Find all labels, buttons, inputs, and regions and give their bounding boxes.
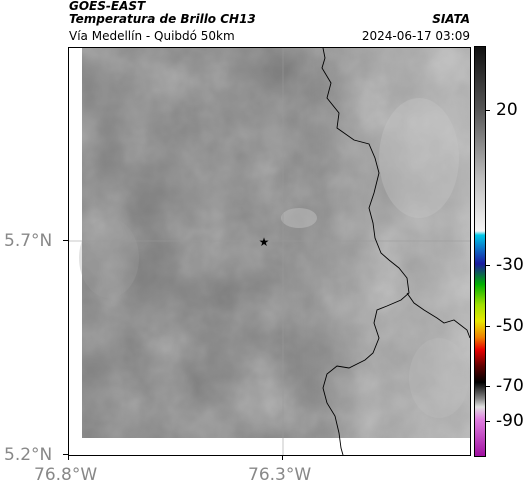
lat-tick-mark xyxy=(63,240,68,241)
colorbar-tick xyxy=(485,326,490,327)
colorbar-label: 20 xyxy=(496,100,518,120)
satellite-map[interactable]: ★ xyxy=(68,47,471,456)
lon-tick-mark xyxy=(68,455,69,460)
lat-label: 5.2°N xyxy=(4,445,53,465)
lon-label: 76.8°W xyxy=(34,465,98,485)
colorbar-label: -30 xyxy=(496,255,524,275)
colorbar-tick xyxy=(485,421,490,422)
product-title: Temperatura de Brillo CH13 xyxy=(69,12,256,26)
lat-tick-mark xyxy=(63,454,68,455)
star-icon: ★ xyxy=(259,235,270,249)
colorbar-label: -70 xyxy=(496,376,524,396)
colorbar-label: -50 xyxy=(496,316,524,336)
lat-label: 5.7°N xyxy=(4,231,53,251)
colorbar-label: -90 xyxy=(496,411,524,431)
colorbar-tick xyxy=(485,110,490,111)
timestamp: 2024-06-17 03:09 xyxy=(361,29,470,43)
colorbar-tick xyxy=(485,265,490,266)
lon-label: 76.3°W xyxy=(248,465,312,485)
org-name: SIATA xyxy=(432,12,470,26)
colorbar-tick xyxy=(485,386,490,387)
satellite-name: GOES-EAST xyxy=(69,0,146,13)
brightness-temperature-image: ★ xyxy=(69,48,470,455)
temperature-colorbar xyxy=(474,46,486,457)
lon-tick-mark xyxy=(282,455,283,460)
route-label: Vía Medellín - Quibdó 50km xyxy=(69,29,235,43)
